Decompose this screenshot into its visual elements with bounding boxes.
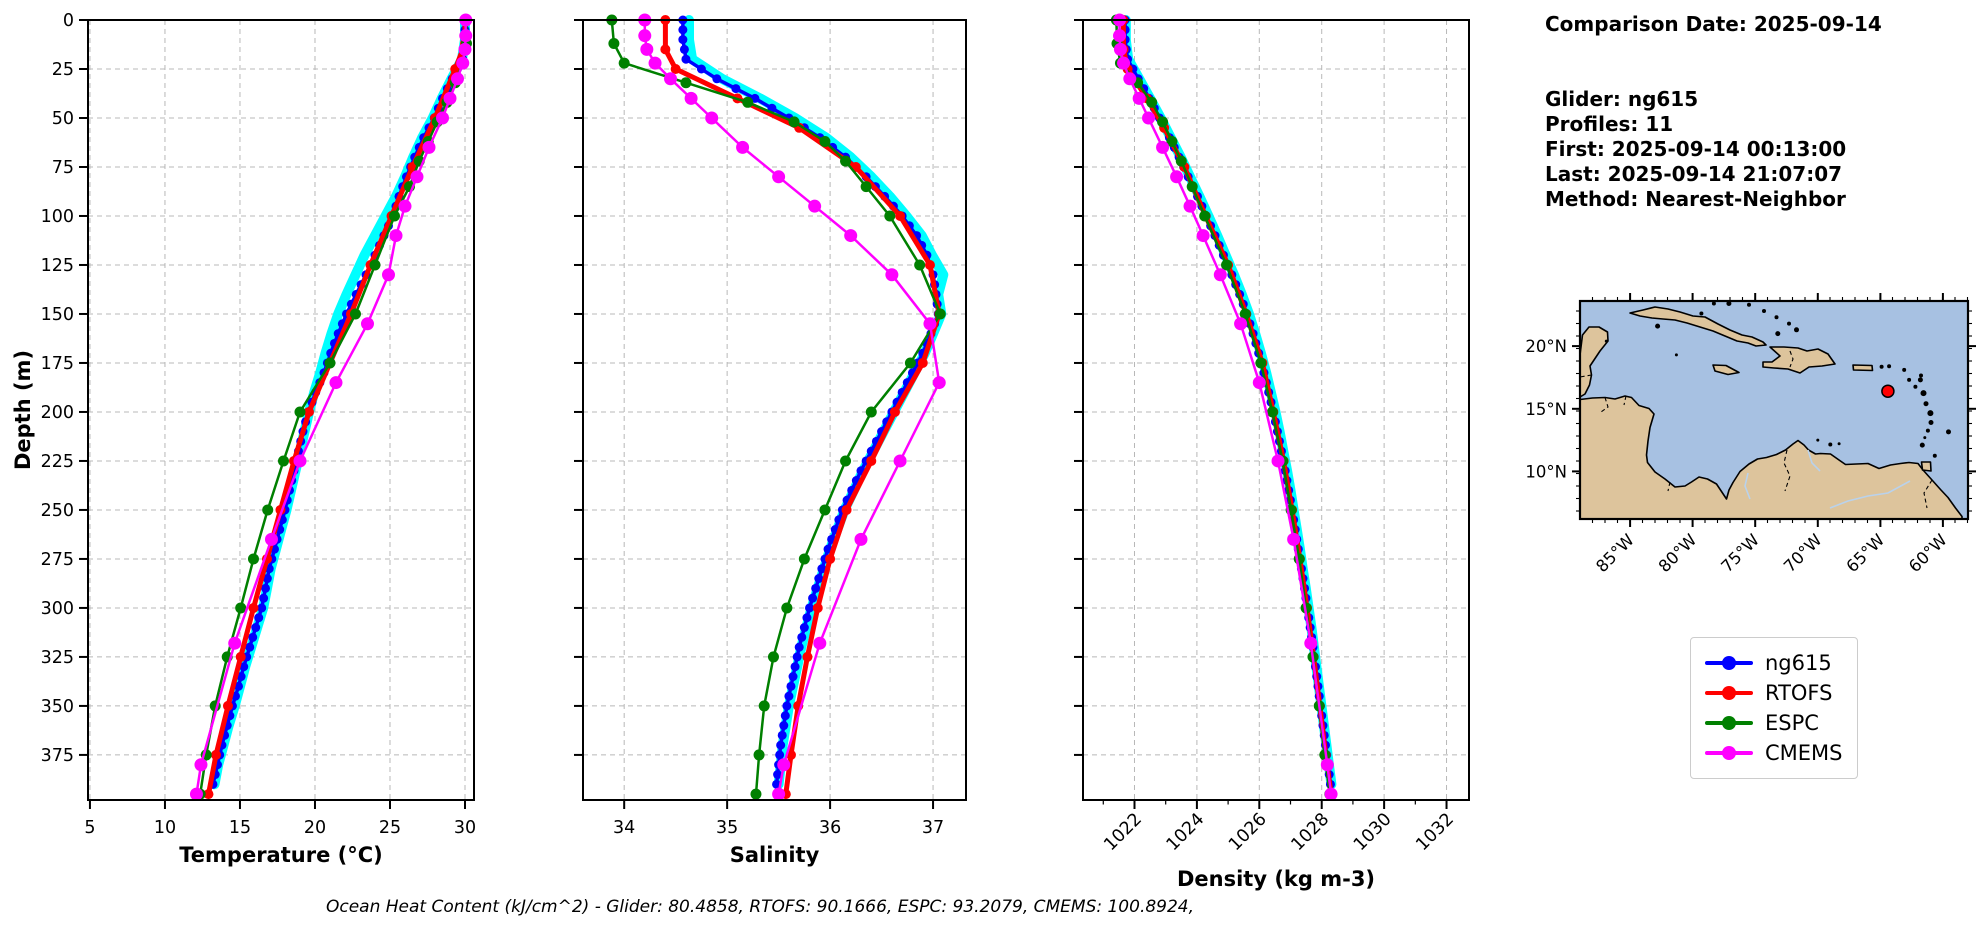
legend-line-icon (1705, 746, 1753, 760)
svg-text:60°W: 60°W (1905, 530, 1951, 576)
svg-text:250: 250 (41, 501, 74, 521)
svg-text:50: 50 (52, 109, 74, 129)
ocean-heat-content-caption: Ocean Heat Content (kJ/cm^2) - Glider: 8… (325, 897, 1195, 917)
first-time-text: First: 2025-09-14 00:13:00 (1545, 137, 1847, 161)
x-axis-label: Temperature (°C) (179, 843, 382, 867)
location-map-svg: 85°W 80°W 75°W 70°W 65°W 60°W 20°N 15°N 10°N (1525, 293, 1976, 576)
svg-text:85°W: 85°W (1592, 530, 1638, 576)
svg-text:20°N: 20°N (1525, 337, 1567, 356)
svg-text:30: 30 (454, 818, 476, 838)
x-axis-label: Salinity (730, 843, 820, 867)
legend-item-rtofs: RTOFS (1705, 678, 1845, 708)
gridlines (1083, 19, 1469, 800)
legend-label: ng615 (1765, 651, 1832, 675)
svg-text:10: 10 (154, 818, 176, 838)
legend-item-cmems: CMEMS (1705, 738, 1845, 768)
svg-text:65°W: 65°W (1843, 530, 1889, 576)
series-CMEMS (1113, 13, 1338, 801)
svg-text:70°W: 70°W (1780, 530, 1826, 576)
y-axis (1074, 19, 1083, 756)
map-ticks (1572, 293, 1976, 527)
svg-text:25: 25 (379, 818, 401, 838)
svg-text:34: 34 (613, 818, 635, 838)
method-text: Method: Nearest-Neighbor (1545, 187, 1846, 211)
svg-text:37: 37 (922, 818, 944, 838)
comparison-date-text: Comparison Date: 2025-09-14 (1545, 12, 1882, 36)
svg-text:15: 15 (229, 818, 251, 838)
svg-text:15°N: 15°N (1525, 400, 1567, 419)
svg-text:1032: 1032 (1412, 809, 1458, 855)
svg-text:1028: 1028 (1288, 809, 1334, 855)
glider-name-text: Glider: ng615 (1545, 87, 1699, 111)
svg-text:200: 200 (41, 403, 74, 423)
chart-temperature: 5 10 15 20 25 3002550751001251501752002252502… (11, 11, 476, 867)
map: 85°W 80°W 75°W 70°W 65°W 60°W 20°N 15°N 10°N (1525, 293, 1976, 576)
land (1580, 301, 1963, 519)
svg-text:1022: 1022 (1100, 809, 1146, 855)
legend-label: ESPC (1765, 711, 1819, 735)
series-ESPC (1110, 14, 1336, 800)
profiles-count-text: Profiles: 11 (1545, 112, 1674, 136)
svg-text:20: 20 (304, 818, 326, 838)
svg-text:150: 150 (41, 305, 74, 325)
info-panel: Comparison Date: 2025-09-14 Glider: ng61… (1545, 12, 1975, 212)
svg-text:125: 125 (41, 256, 74, 276)
svg-text:25: 25 (52, 60, 74, 80)
glider-location-marker (1881, 384, 1895, 398)
series-ng615 (1120, 15, 1335, 789)
series-ESPC (606, 14, 946, 800)
svg-text:0: 0 (63, 11, 74, 31)
svg-text:75°W: 75°W (1717, 530, 1763, 576)
legend-label: CMEMS (1765, 741, 1843, 765)
gridlines (583, 19, 966, 800)
x-axis: 5 10 15 20 25 30 (84, 800, 476, 838)
legend-label: RTOFS (1765, 681, 1833, 705)
svg-text:350: 350 (41, 697, 74, 717)
svg-text:175: 175 (41, 354, 74, 374)
series-CMEMS (189, 13, 473, 801)
x-axis: 34 35 36 37 (613, 800, 944, 838)
chart-salinity: 34 35 36 37 Salinity (574, 13, 967, 867)
profile-charts-svg: 5 10 15 20 25 3002550751001251501752002252502… (11, 11, 1470, 891)
svg-text:10°N: 10°N (1525, 462, 1567, 481)
x-axis: 1022 1024 1026 1028 1030 1032 (1100, 800, 1458, 855)
y-axis-label: Depth (m) (11, 350, 35, 470)
svg-text:300: 300 (41, 599, 74, 619)
x-axis-label: Density (kg m-3) (1177, 867, 1375, 891)
svg-text:80°W: 80°W (1655, 530, 1701, 576)
legend-item-ng615: ng615 (1705, 648, 1845, 678)
svg-text:1024: 1024 (1163, 809, 1209, 855)
chart-density: 1022 1024 1026 1028 1030 1032 Density (kg m-3) (1074, 13, 1470, 891)
series-CMEMS (638, 13, 946, 801)
svg-text:1030: 1030 (1350, 809, 1396, 855)
legend: ng615 RTOFS ESPC CMEMS (1690, 637, 1858, 779)
gridlines (88, 19, 474, 800)
svg-text:225: 225 (41, 452, 74, 472)
svg-text:375: 375 (41, 746, 74, 766)
legend-item-espc: ESPC (1705, 708, 1845, 738)
legend-line-icon (1705, 656, 1753, 670)
svg-text:36: 36 (819, 818, 841, 838)
y-axis: 0 25 50 75 100 125 150 175 200 225 250 275 300 325 350… (41, 11, 88, 766)
last-time-text: Last: 2025-09-14 21:07:07 (1545, 162, 1843, 186)
y-axis (574, 19, 583, 756)
series-RTOFS (1118, 15, 1337, 800)
legend-line-icon (1705, 716, 1753, 730)
svg-text:35: 35 (716, 818, 738, 838)
svg-text:75: 75 (52, 158, 74, 178)
svg-text:100: 100 (41, 207, 74, 227)
svg-text:325: 325 (41, 648, 74, 668)
legend-line-icon (1705, 686, 1753, 700)
svg-text:1026: 1026 (1225, 809, 1271, 855)
svg-text:275: 275 (41, 550, 74, 570)
svg-text:5: 5 (84, 818, 95, 838)
